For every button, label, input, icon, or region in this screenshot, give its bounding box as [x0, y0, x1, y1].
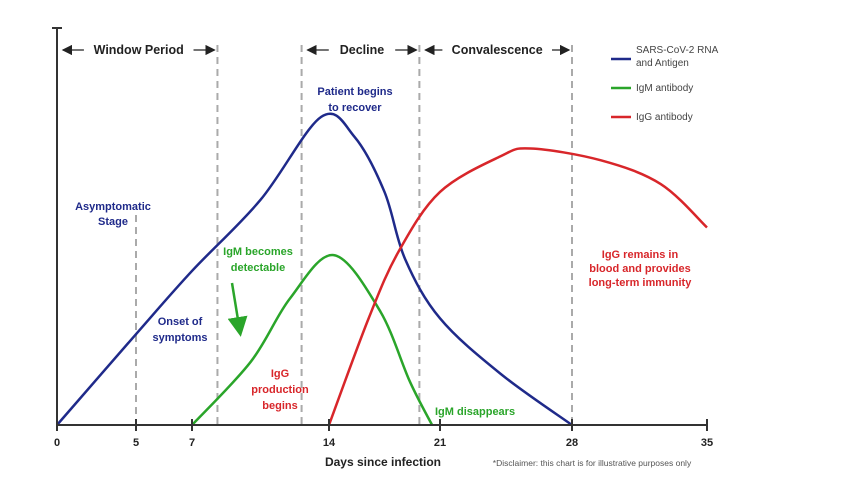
- igm-line: [191, 253, 434, 426]
- legend: SARS-CoV-2 RNA and Antigen IgM antibody I…: [611, 45, 719, 123]
- x-axis-label: Days since infection: [325, 455, 441, 469]
- annotation-onset: Onset of symptoms: [152, 316, 207, 344]
- rna-antigen-line: [56, 112, 573, 427]
- x-tick-label: 7: [189, 437, 195, 449]
- igg-line: [327, 147, 708, 426]
- annotation-asymptomatic: Asymptomatic Stage: [75, 201, 151, 228]
- annotation-igg-production: IgG production begins: [251, 368, 309, 412]
- annotation-igg-remains: IgG remains in blood and provides long-ter…: [589, 249, 693, 289]
- legend-label-igg: IgG antibody: [636, 112, 693, 123]
- x-tick-label: 5: [133, 437, 139, 449]
- x-tick-label: 14: [323, 437, 336, 449]
- annotation-recover: Patient begins to recover: [317, 86, 392, 114]
- x-tick-label: 28: [566, 437, 578, 449]
- x-tick-label: 35: [701, 437, 713, 449]
- phase-label: Window Period: [94, 43, 184, 57]
- disclaimer: *Disclaimer: this chart is for illustrat…: [493, 458, 692, 468]
- x-tick-label: 21: [434, 437, 446, 449]
- legend-label-igm: IgM antibody: [636, 83, 693, 94]
- annotation-igm-detectable: IgM becomes detectable: [223, 246, 293, 274]
- x-tick-label: 0: [54, 437, 60, 449]
- phase-label: Convalescence: [452, 43, 543, 57]
- legend-label-rna: SARS-CoV-2 RNA and Antigen: [636, 45, 719, 69]
- phase-label: Decline: [340, 43, 385, 57]
- igm-arrow: [227, 282, 248, 337]
- annotation-igm-disappears: IgM disappears: [435, 406, 515, 418]
